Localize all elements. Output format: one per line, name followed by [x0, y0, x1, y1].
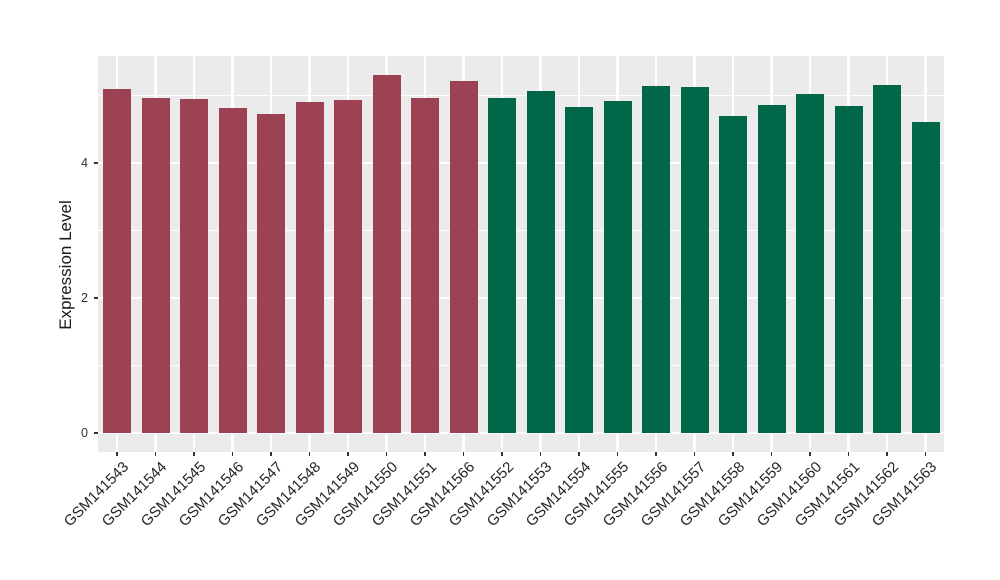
x-tick-gsm141562: [886, 452, 888, 456]
bar-gsm141560: [796, 94, 824, 433]
bar-gsm141558: [719, 115, 747, 433]
bar-gsm141546: [218, 108, 247, 433]
bar-gsm141553: [526, 90, 555, 433]
bar-gsm141547: [257, 114, 285, 433]
gridline-minor-y-1: [98, 365, 944, 366]
bar-gsm141562: [873, 85, 901, 433]
y-tick-label-4: 4: [81, 155, 88, 170]
x-tick-gsm141559: [770, 452, 773, 456]
y-axis-title: Expression Level: [56, 200, 75, 330]
x-tick-gsm141555: [616, 452, 619, 456]
x-tick-gsm141554: [578, 452, 580, 456]
bar-gsm141556: [642, 86, 670, 433]
gridline-major-y-0: [98, 432, 944, 434]
plot-panel: [98, 56, 944, 452]
x-tick-gsm141558: [732, 452, 734, 456]
x-tick-gsm141550: [385, 452, 388, 456]
bar-gsm141557: [680, 87, 709, 433]
x-tick-gsm141545: [193, 452, 195, 456]
x-tick-gsm141549: [347, 452, 349, 456]
gridline-minor-y-3: [98, 230, 944, 231]
bar-gsm141548: [295, 102, 324, 433]
y-tick-4: [93, 162, 98, 164]
y-tick-label-0: 0: [81, 425, 88, 440]
gridline-major-y-2: [98, 297, 944, 299]
y-tick-2: [93, 297, 98, 299]
y-tick-0: [93, 432, 98, 434]
x-tick-gsm141543: [116, 452, 118, 456]
bar-gsm141549: [334, 99, 362, 433]
gridline-minor-y-5: [98, 95, 944, 96]
x-tick-gsm141566: [462, 452, 465, 456]
bar-gsm141555: [603, 100, 632, 433]
x-tick-gsm141546: [231, 452, 234, 456]
x-tick-gsm141560: [809, 452, 811, 456]
y-tick-label-2: 2: [81, 290, 88, 305]
x-tick-gsm141561: [847, 452, 850, 456]
bar-gsm141544: [141, 98, 170, 433]
gridline-major-y-4: [98, 162, 944, 164]
bar-gsm141551: [411, 98, 439, 433]
x-tick-gsm141551: [424, 452, 426, 456]
bar-gsm141559: [757, 104, 786, 433]
bar-gsm141561: [834, 106, 863, 433]
bar-gsm141552: [488, 97, 516, 433]
x-tick-gsm141552: [501, 452, 503, 456]
bar-gsm141554: [565, 106, 593, 433]
bar-gsm141543: [103, 89, 131, 433]
bar-gsm141566: [449, 81, 478, 433]
x-tick-gsm141553: [539, 452, 542, 456]
bar-gsm141550: [372, 74, 401, 433]
x-tick-gsm141544: [154, 452, 157, 456]
x-tick-gsm141557: [693, 452, 696, 456]
bar-gsm141545: [180, 98, 208, 433]
bar-gsm141563: [911, 121, 940, 433]
x-tick-gsm141563: [924, 452, 927, 456]
x-tick-gsm141547: [270, 452, 272, 456]
x-tick-gsm141556: [655, 452, 657, 456]
x-tick-gsm141548: [308, 452, 311, 456]
